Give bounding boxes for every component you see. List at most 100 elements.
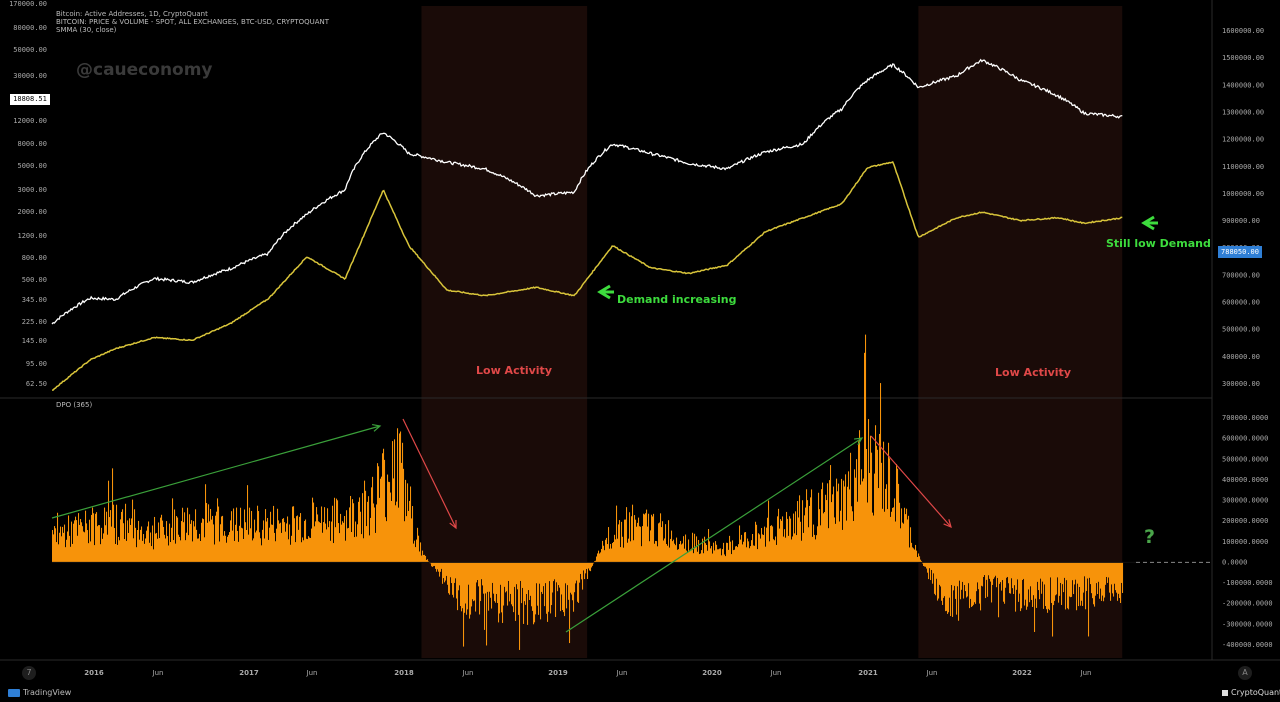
dpo-bar <box>262 529 264 563</box>
dpo-bar <box>374 507 376 563</box>
dpo-bar <box>1013 562 1015 594</box>
dpo-bar <box>155 533 157 563</box>
dpo-bar <box>1112 562 1114 594</box>
dpo-bar <box>890 516 892 563</box>
dpo-bar <box>979 562 981 604</box>
dpo-bar <box>661 527 663 563</box>
dpo-bar <box>399 433 401 563</box>
dpo-bar <box>717 549 719 563</box>
dpo-bar <box>727 542 729 563</box>
dpo-bar <box>728 549 730 563</box>
dpo-bar <box>1086 562 1088 591</box>
dpo-bar <box>721 555 723 563</box>
dpo-bar <box>1056 562 1058 595</box>
dpo-bar <box>1106 562 1108 577</box>
dpo-bar <box>529 562 531 600</box>
dpo-bar <box>277 508 279 563</box>
dpo-bar <box>698 539 700 563</box>
dpo-bar <box>882 508 884 563</box>
dpo-bar <box>992 562 994 585</box>
dpo-bar <box>108 480 110 563</box>
dpo-bar <box>735 546 737 563</box>
dpo-bar <box>938 562 940 599</box>
dpo-bar <box>571 562 573 595</box>
dpo-bar <box>1020 562 1022 612</box>
dpo-bar <box>896 464 898 563</box>
dpo-bar <box>497 562 499 604</box>
dpo-bar <box>988 562 990 576</box>
dpo-bar <box>846 520 848 563</box>
dpo-bar <box>88 543 90 563</box>
dpo-bar <box>845 474 847 563</box>
dpo-bar <box>746 547 748 563</box>
dpo-bar <box>249 507 251 563</box>
auto-scale-button[interactable]: A <box>1238 666 1252 680</box>
dpo-bar <box>624 519 626 563</box>
dpo-bar <box>298 529 300 563</box>
dpo-axis-label: 200000.0000 <box>1222 517 1268 525</box>
dpo-bar <box>413 543 415 563</box>
dpo-bar <box>203 519 205 563</box>
dpo-bar <box>1026 562 1028 610</box>
dpo-bar <box>111 526 113 563</box>
dpo-bar <box>251 510 253 563</box>
dpo-bar <box>471 562 473 607</box>
dpo-bar <box>638 517 640 563</box>
dpo-bar <box>109 517 111 563</box>
dpo-bar <box>752 534 754 563</box>
dpo-bar <box>975 562 977 604</box>
dpo-bar <box>696 536 698 563</box>
dpo-bar <box>1104 562 1106 598</box>
dpo-bar <box>801 540 803 563</box>
dpo-bar <box>569 562 571 644</box>
dpo-bar <box>1045 562 1047 606</box>
time-axis-label: Jun <box>616 669 628 677</box>
dpo-bar <box>409 500 411 563</box>
green-trend-arrow-2 <box>565 437 863 633</box>
dpo-bar <box>758 533 760 563</box>
timezone-button[interactable]: 7 <box>22 666 36 680</box>
dpo-bar <box>515 562 517 621</box>
dpo-bar <box>1101 562 1103 601</box>
dpo-bar <box>629 512 631 563</box>
dpo-bar <box>509 562 511 602</box>
dpo-bar <box>607 544 609 563</box>
dpo-bar <box>220 524 222 563</box>
dpo-bar <box>237 530 239 563</box>
dpo-bar <box>128 532 130 563</box>
dpo-bar <box>361 534 363 563</box>
dpo-bar <box>447 562 449 585</box>
dpo-bar <box>1012 562 1014 589</box>
dpo-bar <box>517 562 519 590</box>
dpo-bar <box>874 473 876 563</box>
dpo-bar <box>138 520 140 563</box>
price-source-title: BITCOIN: PRICE & VOLUME - SPOT, ALL EXCH… <box>56 18 330 26</box>
dpo-bar <box>818 492 820 563</box>
dpo-bar <box>1048 562 1050 609</box>
dpo-bar <box>1085 562 1087 610</box>
right-axis-label: 1500000.00 <box>1222 54 1264 62</box>
dpo-bar <box>667 545 669 563</box>
dpo-bar <box>677 549 679 563</box>
dpo-bar <box>1051 562 1053 603</box>
dpo-bar <box>173 540 175 563</box>
dpo-bar <box>1065 562 1067 610</box>
dpo-bar <box>805 507 807 563</box>
dpo-bar <box>432 562 434 567</box>
dpo-bar <box>680 540 682 563</box>
dpo-bar <box>796 535 798 563</box>
dpo-bar <box>810 497 812 563</box>
dpo-bar <box>995 562 997 576</box>
dpo-bar <box>617 538 619 563</box>
dpo-axis-label: -200000.0000 <box>1222 600 1273 608</box>
dpo-bar <box>556 562 558 583</box>
dpo-bar <box>1030 562 1032 587</box>
dpo-bar <box>445 562 447 581</box>
dpo-bar <box>169 523 171 563</box>
right-axis-label: 600000.00 <box>1222 299 1260 307</box>
dpo-bar <box>631 516 633 563</box>
dpo-bar <box>943 562 945 598</box>
dpo-bar <box>1114 562 1116 584</box>
dpo-bar <box>153 549 155 563</box>
